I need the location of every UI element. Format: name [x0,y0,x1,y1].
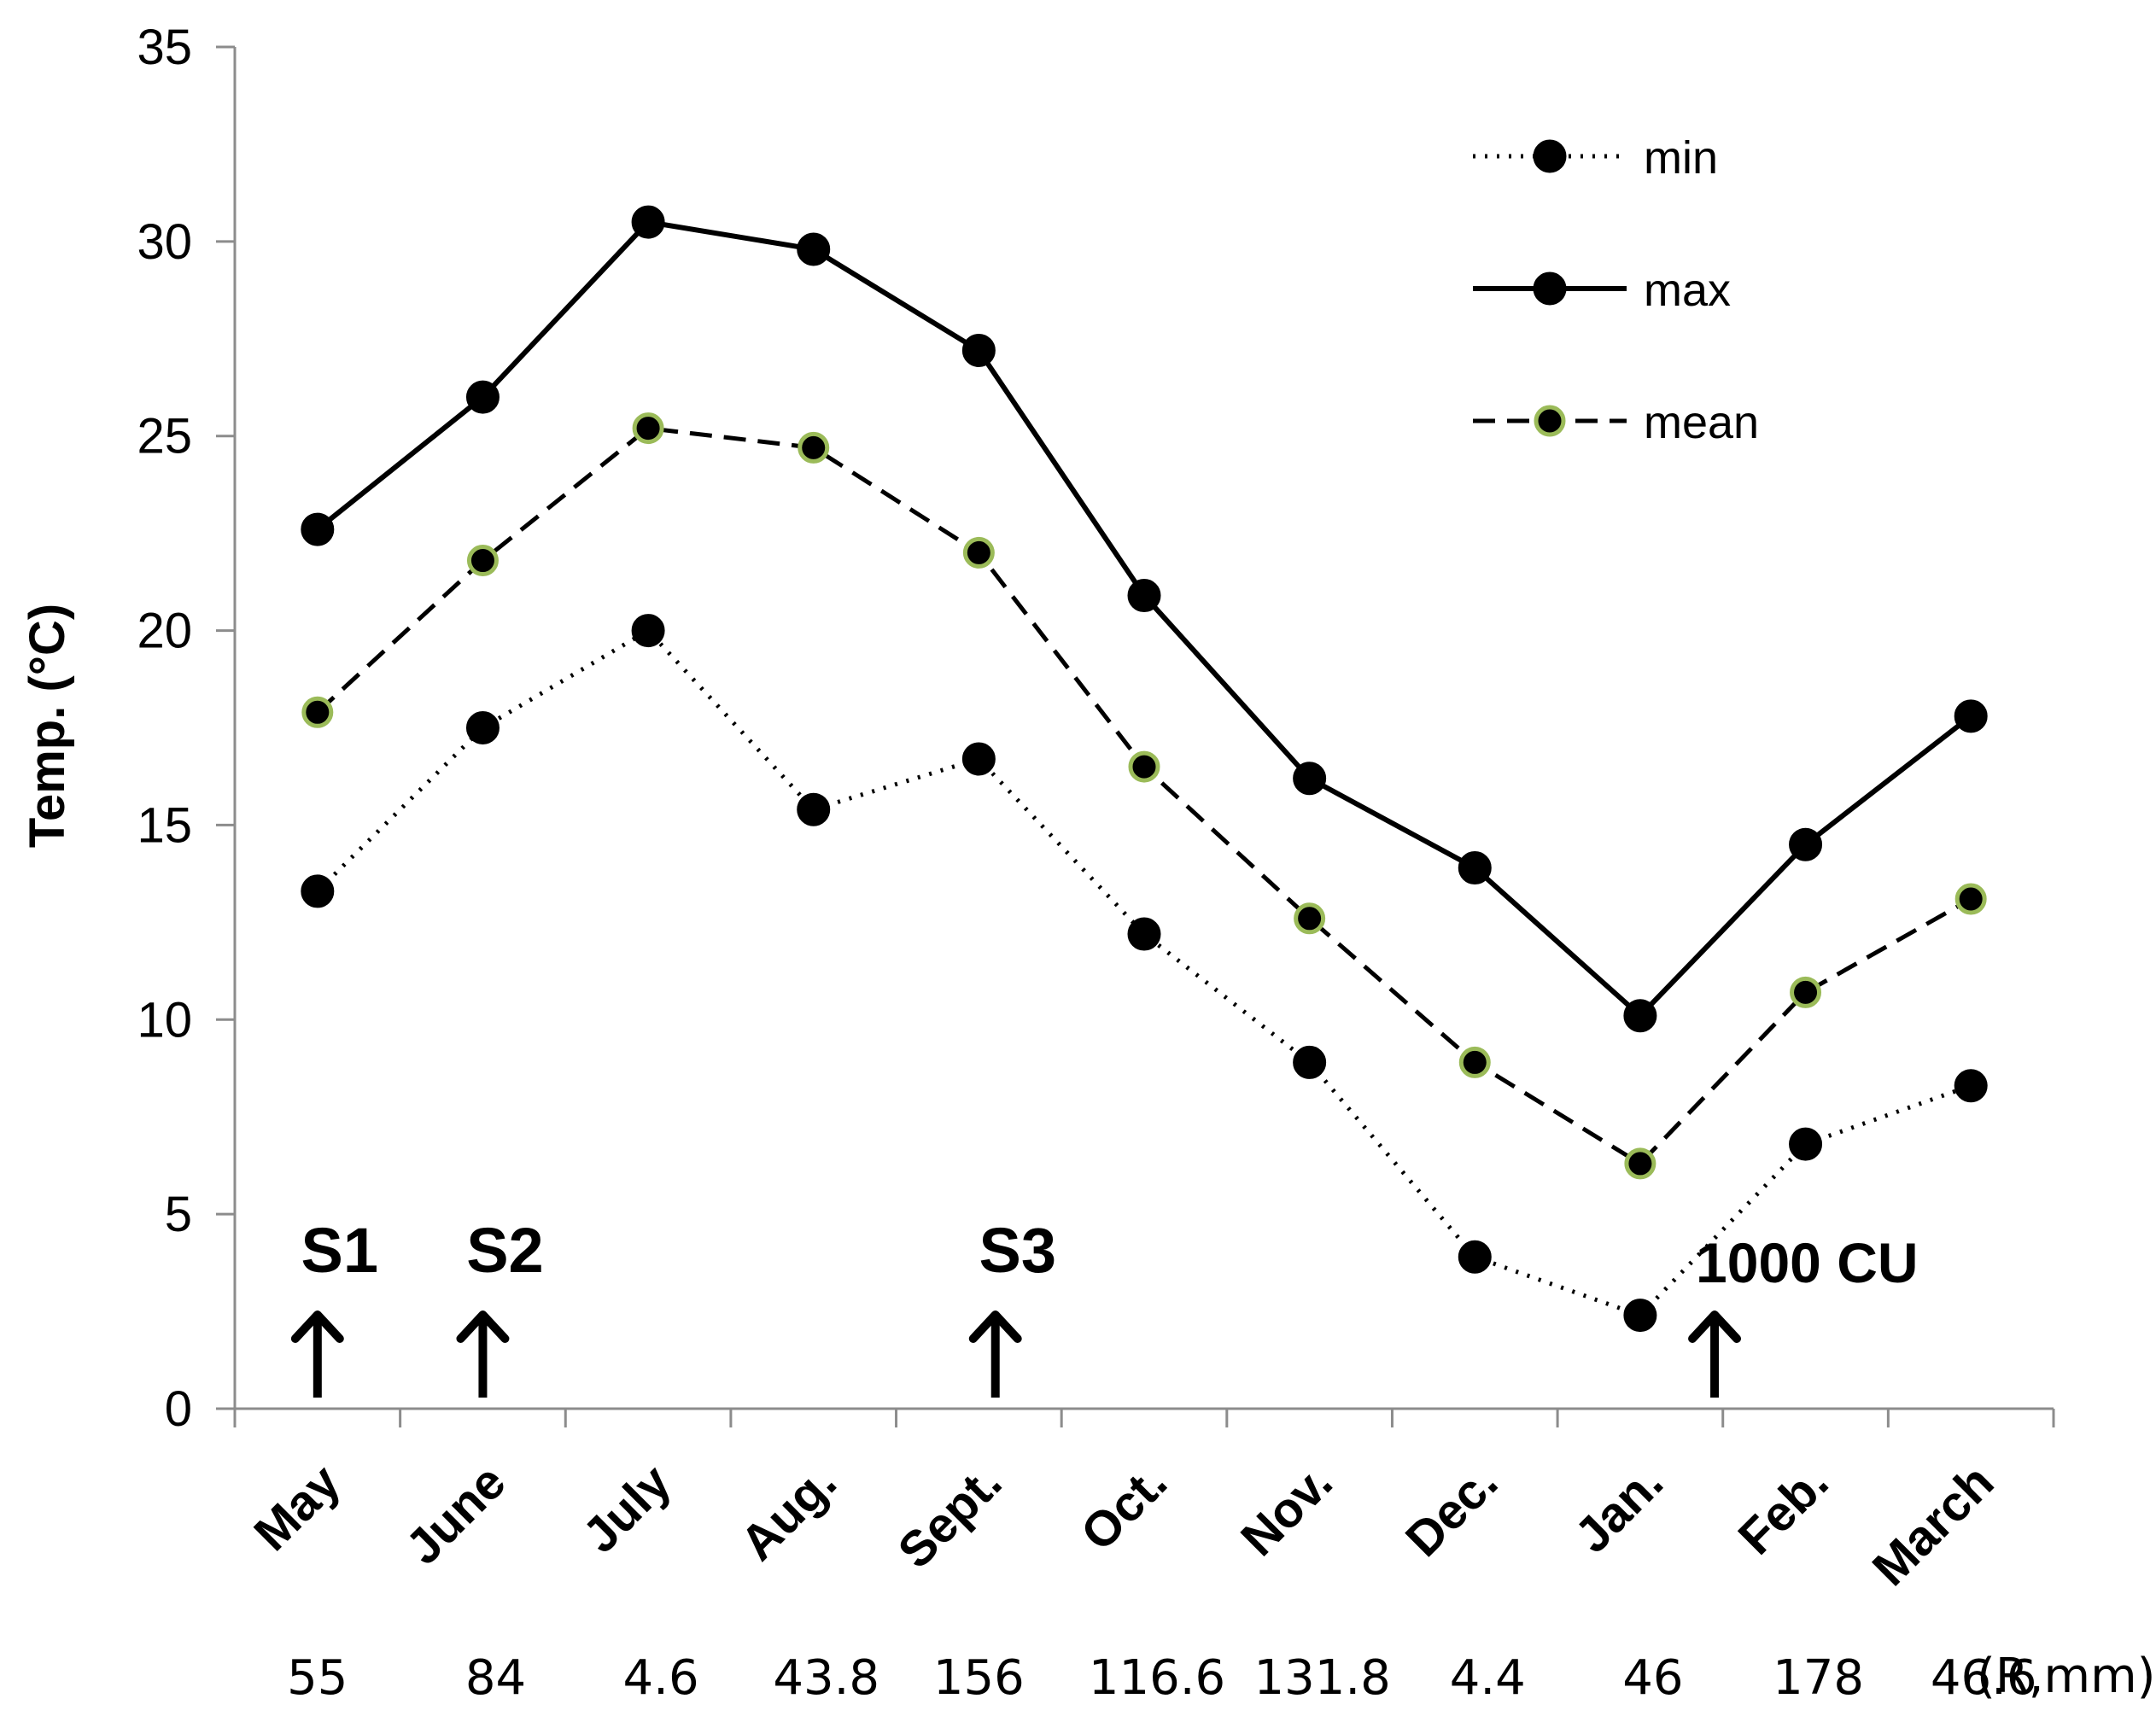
legend-label-min: min [1644,132,1718,184]
month-labels: May June July Aug. Sept. Oct. Nov. Dec. Jan. Feb.… [243,1454,2004,1596]
rainfall-labels: 55 84 4.6 43.8 156 116.6 131.8 4.4 46 178 46.6 [287,1650,2036,1706]
point-max [1458,851,1492,885]
rainfall-value: 116.6 [1089,1650,1225,1706]
point-mean [1458,1046,1491,1078]
point-mean [1790,976,1822,1008]
rainfall-value: 84 [465,1650,526,1706]
point-max [1127,579,1161,613]
month-label: Jan. [1564,1454,1674,1563]
y-tick-label: 0 [165,1381,192,1437]
y-tick-label: 35 [137,20,192,75]
y-tick-label: 10 [137,992,192,1048]
month-label: March [1862,1454,2005,1596]
series-line-min [316,628,1972,1318]
series-line-max [315,219,1973,1019]
month-label: Feb. [1727,1454,1838,1565]
month-label: Sept. [887,1454,1012,1579]
point-min [797,792,831,826]
point-mean [1624,1147,1656,1180]
rainfall-value: 55 [287,1650,348,1706]
rainfall-value: 131.8 [1253,1650,1390,1706]
point-min [1789,1127,1823,1161]
point-max [797,232,831,266]
y-tick-label: 20 [137,604,192,659]
point-mean [301,696,334,728]
legend-label-max: max [1644,265,1731,316]
annotation-label: S1 [301,1215,379,1286]
month-label: July [572,1454,681,1563]
y-tick-label: 30 [137,214,192,270]
annotation-arrow-head [290,1310,344,1343]
point-mean [1128,750,1160,783]
month-label: June [395,1454,517,1575]
rainfall-value: 4.6 [623,1650,699,1706]
point-mean [798,431,830,464]
month-label: Nov. [1230,1454,1343,1567]
rainfall-value: 156 [933,1650,1025,1706]
axes [233,47,2054,1410]
legend-marker-mean [1534,405,1566,437]
point-mean [1954,883,1987,915]
point-max [631,205,665,239]
annotation-label: 1000 CU [1696,1231,1919,1294]
series-line-mean [316,426,1972,1166]
rainfall-value: 178 [1773,1650,1864,1706]
point-min [631,614,665,648]
month-label: Aug. [730,1454,847,1571]
month-label: May [243,1454,351,1561]
y-ticks: 0 5 10 15 20 25 30 35 [137,20,235,1437]
point-min [301,874,335,908]
annotation-arrow-head [456,1310,510,1343]
month-label: Oct. [1070,1454,1177,1561]
point-min [961,742,996,776]
month-label: Dec. [1395,1454,1509,1567]
point-min [465,711,500,744]
annotation-arrow-head [968,1310,1022,1343]
rainfall-value: 46 [1622,1650,1683,1706]
y-tick-label: 5 [165,1187,192,1242]
legend-marker-max [1533,271,1567,306]
point-min [1293,1045,1327,1079]
point-mean [466,545,499,577]
point-mean [962,536,995,569]
rainfall-value: 43.8 [773,1650,879,1706]
point-max [301,512,335,546]
point-min [1458,1240,1492,1274]
point-max [1623,999,1657,1033]
series-points [301,205,1988,1333]
y-tick-label: 15 [137,797,192,853]
point-max [465,380,500,414]
point-max [961,333,996,367]
point-max [1293,762,1327,796]
sampling-annotations: S1 S2 S3 1000 CU [290,1215,1919,1398]
point-max [1954,699,1988,733]
annotation-label: S2 [466,1215,544,1286]
y-axis-title: Temp. (°C) [20,604,75,848]
point-mean [1294,902,1326,935]
point-min [1954,1069,1988,1103]
legend: min max mean [1473,132,1759,448]
rainfall-unit-label: (R,mm) [1977,1649,2156,1704]
annotation-label: S3 [979,1215,1056,1286]
annotation-arrow-head [1688,1310,1742,1343]
point-min [1127,917,1161,951]
rainfall-value: 4.4 [1450,1650,1526,1706]
point-max [1789,827,1823,861]
point-min [1623,1299,1657,1333]
legend-marker-min [1533,139,1567,173]
legend-label-mean: mean [1644,397,1759,448]
rainfall-value: 46.6 [1931,1650,2037,1706]
x-ticks [233,1409,2055,1427]
point-mean [632,412,664,445]
y-tick-label: 25 [137,409,192,464]
